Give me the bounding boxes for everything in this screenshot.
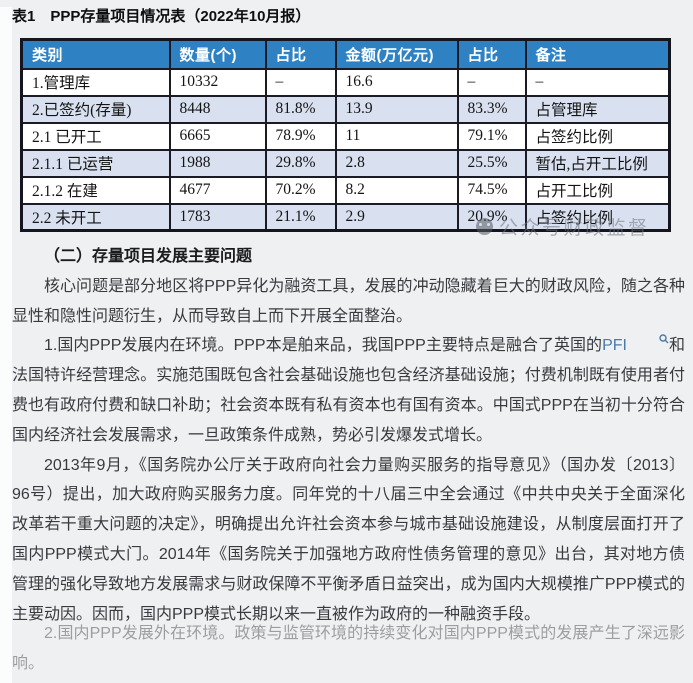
pfi-link[interactable]: PFI — [602, 337, 627, 355]
cell-count-pct: 21.1% — [264, 202, 337, 232]
cell-category: 2.已签约(存量) — [20, 94, 171, 124]
cell-amount: 11 — [334, 121, 459, 151]
header-note: 备注 — [524, 38, 671, 70]
paragraph-policy-history: 2013年9月，《国务院办公厅关于政府向社会力量购买服务的指导意见》（国办发〔2… — [12, 456, 685, 623]
paragraph-text: 1.国内PPP发展内在环境。PPP本是舶来品，我国PPP主要特点是融合了英国的 — [44, 337, 603, 355]
table-title: 表1 PPP存量项目情况表（2022年10月报） — [12, 8, 311, 25]
cell-count-pct: 78.9% — [264, 121, 337, 151]
table-row: 2.2 未开工 1783 21.1% 2.9 20.9% 占签约比例 — [20, 202, 671, 232]
section-heading: （二）存量项目发展主要问题 — [44, 248, 253, 265]
header-amount: 金额(万亿元) — [334, 38, 459, 70]
ppp-stock-table: 类别 数量(个) 占比 金额(万亿元) 占比 备注 1.管理库 10332 – … — [20, 38, 671, 232]
cell-count-pct: 81.8% — [264, 94, 337, 124]
cell-amount-pct: 25.5% — [456, 148, 527, 178]
cell-note: 占管理库 — [524, 94, 671, 124]
cell-amount: 16.6 — [334, 67, 459, 97]
paragraph-core-problem: 核心问题是部分地区将PPP异化为融资工具，发展的冲动隐藏着巨大的财政风险，随之各… — [12, 277, 685, 325]
cell-amount: 2.9 — [334, 202, 459, 232]
cell-count-pct: – — [264, 67, 337, 97]
clipped-next-paragraph: 2.国内PPP发展外在环境。政策与监管环境的持续变化对国内PPP模式的发展产生了… — [12, 625, 685, 673]
page-left-margin — [0, 7, 12, 683]
cell-note: 占签约比例 — [524, 202, 671, 232]
search-icon[interactable] — [627, 334, 669, 344]
cell-amount: 13.9 — [334, 94, 459, 124]
table-row: 2.1.2 在建 4677 70.2% 8.2 74.5% 占开工比例 — [20, 175, 671, 205]
cell-count: 8448 — [168, 94, 267, 124]
cell-category: 1.管理库 — [20, 67, 171, 97]
article-body: （二）存量项目发展主要问题 核心问题是部分地区将PPP异化为融资工具，发展的冲动… — [12, 242, 685, 679]
cell-amount-pct: 83.3% — [456, 94, 527, 124]
cell-category: 2.1.2 在建 — [20, 175, 171, 205]
cell-amount-pct: 20.9% — [456, 202, 527, 232]
document-page: { "title": "表1 PPP存量项目情况表（2022年10月报）", "… — [0, 7, 693, 683]
table-row: 2.1 已开工 6665 78.9% 11 79.1% 占签约比例 — [20, 121, 671, 151]
cell-category: 2.1.1 已运营 — [20, 148, 171, 178]
cell-count-pct: 29.8% — [264, 148, 337, 178]
cell-count-pct: 70.2% — [264, 175, 337, 205]
header-count-pct: 占比 — [264, 38, 337, 70]
header-amount-pct: 占比 — [456, 38, 527, 70]
cell-note: – — [524, 67, 671, 97]
cell-note: 占开工比例 — [524, 175, 671, 205]
cell-count: 4677 — [168, 175, 267, 205]
cell-amount: 2.8 — [334, 148, 459, 178]
paragraph-domestic-environment: 1.国内PPP发展内在环境。PPP本是舶来品，我国PPP主要特点是融合了英国的P… — [12, 331, 685, 450]
table-row: 2.1.1 已运营 1988 29.8% 2.8 25.5% 暂估,占开工比例 — [20, 148, 671, 178]
cell-amount-pct: 74.5% — [456, 175, 527, 205]
header-category: 类别 — [20, 38, 171, 70]
cell-amount-pct: 79.1% — [456, 121, 527, 151]
paragraph-text: 和法国特许经营理念。实施范围既包含社会基础设施也包含经济基础设施；付费机制既有使… — [12, 337, 685, 444]
cell-note: 占签约比例 — [524, 121, 671, 151]
cell-count: 1988 — [168, 148, 267, 178]
cell-amount-pct: – — [456, 67, 527, 97]
cell-category: 2.1 已开工 — [20, 121, 171, 151]
cell-amount: 8.2 — [334, 175, 459, 205]
table-row: 2.已签约(存量) 8448 81.8% 13.9 83.3% 占管理库 — [20, 94, 671, 124]
header-count: 数量(个) — [168, 38, 267, 70]
cell-category: 2.2 未开工 — [20, 202, 171, 232]
cell-count: 1783 — [168, 202, 267, 232]
table-header-row: 类别 数量(个) 占比 金额(万亿元) 占比 备注 — [20, 38, 671, 70]
table-row: 1.管理库 10332 – 16.6 – – — [20, 67, 671, 97]
cell-count: 10332 — [168, 67, 267, 97]
cell-note: 暂估,占开工比例 — [524, 148, 671, 178]
cell-count: 6665 — [168, 121, 267, 151]
